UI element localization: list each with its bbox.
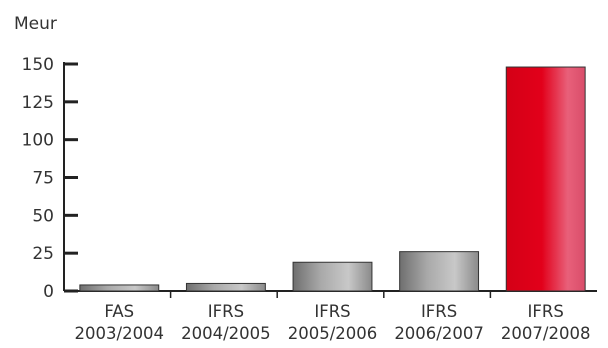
x-tick-label-line2: 2005/2006 xyxy=(288,324,378,343)
bar-4 xyxy=(505,66,586,292)
x-tick-label-line1: IFRS xyxy=(528,302,564,321)
labels: 0 25 50 75 100 125 150 FAS 2003/2004 IFRS 2004/200… xyxy=(22,55,591,343)
bar-2 xyxy=(292,261,373,292)
bar-3 xyxy=(399,251,480,292)
y-axis-unit-label: Meur xyxy=(14,14,57,34)
x-tick-label-line2: 2006/2007 xyxy=(394,324,484,343)
y-tick-label: 150 xyxy=(22,55,54,75)
y-tick-label: 0 xyxy=(43,282,54,302)
y-tick-label: 75 xyxy=(32,169,54,189)
x-tick-label-line2: 2003/2004 xyxy=(75,324,165,343)
y-tick-label: 50 xyxy=(32,206,54,226)
x-tick-label-line1: FAS xyxy=(104,302,134,321)
bar-0 xyxy=(79,284,160,292)
x-tick-label-line1: IFRS xyxy=(208,302,244,321)
bars xyxy=(79,66,586,292)
y-tick-label: 100 xyxy=(22,131,54,151)
y-tick-label: 125 xyxy=(22,93,54,113)
x-tick-label-line2: 2004/2005 xyxy=(181,324,271,343)
x-tick-label-line1: IFRS xyxy=(314,302,350,321)
bar-1 xyxy=(185,282,266,292)
x-tick-label-line2: 2007/2008 xyxy=(501,324,591,343)
y-tick-label: 25 xyxy=(32,244,54,264)
x-tick-label-line1: IFRS xyxy=(421,302,457,321)
